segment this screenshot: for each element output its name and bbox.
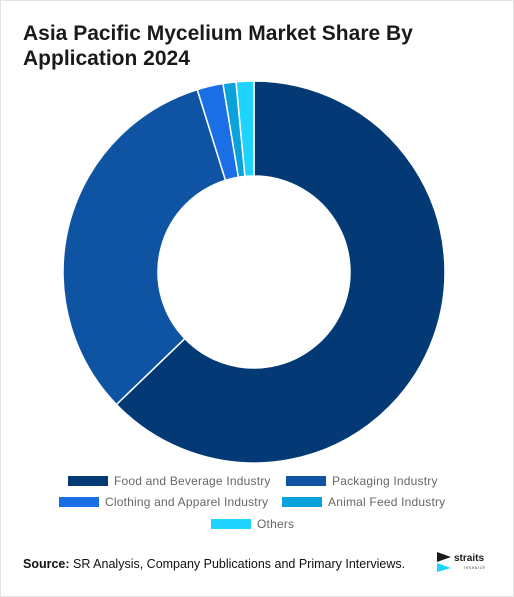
logo-subword: research	[464, 565, 486, 570]
source-note: Source: SR Analysis, Company Publication…	[23, 557, 405, 571]
legend-label: Animal Feed Industry	[328, 495, 446, 509]
legend-item-clothing-apparel[interactable]: Clothing and Apparel Industry	[59, 494, 268, 510]
legend-swatch	[286, 476, 326, 486]
legend-swatch	[59, 497, 99, 507]
legend-swatch	[68, 476, 108, 486]
slice-packaging[interactable]	[62, 88, 227, 406]
legend-item-others[interactable]: Others	[211, 516, 294, 532]
logo-word: straits	[454, 553, 485, 564]
legend-label: Packaging Industry	[332, 474, 438, 488]
legend-item-food-beverage[interactable]: Food and Beverage Industry	[68, 473, 271, 489]
legend-swatch	[282, 497, 322, 507]
source-text: SR Analysis, Company Publications and Pr…	[73, 557, 406, 571]
slice-food-beverage[interactable]	[115, 80, 446, 464]
legend-label: Others	[257, 517, 295, 531]
legend-swatch	[211, 519, 251, 529]
legend-label: Clothing and Apparel Industry	[105, 495, 269, 509]
chart-title: Asia Pacific Mycelium Market Share By Ap…	[23, 22, 413, 70]
straits-research-logo: straits research	[436, 551, 496, 575]
slice-others[interactable]	[235, 80, 255, 178]
legend-label: Food and Beverage Industry	[114, 474, 271, 488]
source-prefix: Source:	[23, 557, 70, 571]
logo-mark-icon	[437, 552, 451, 572]
legend-item-packaging[interactable]: Packaging Industry	[286, 473, 438, 489]
legend-item-animal-feed[interactable]: Animal Feed Industry	[282, 494, 445, 510]
